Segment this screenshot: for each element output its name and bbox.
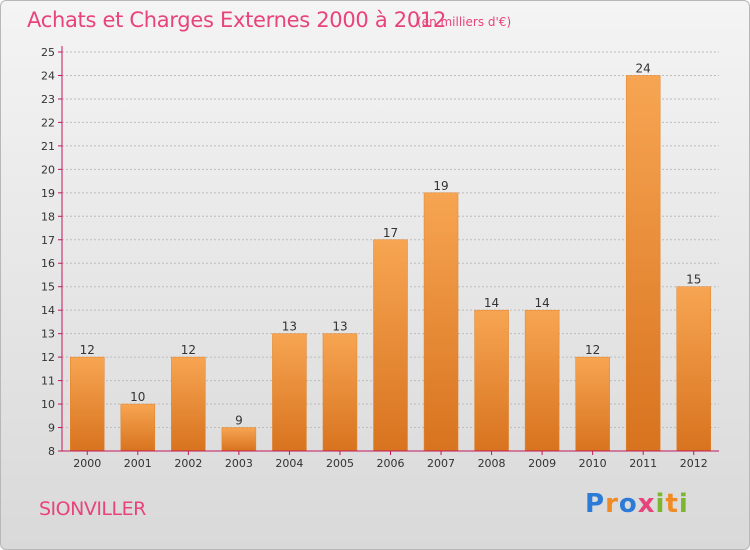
bar-value-label: 9 [235,414,243,428]
y-tick-label: 22 [41,116,55,129]
bar-2001 [120,403,156,452]
bar-2006 [373,239,408,452]
x-tick-label: 2012 [680,457,708,470]
chart-title: Achats et Charges Externes 2000 à 2012 [27,8,447,32]
x-tick-label: 2004 [275,457,303,470]
y-tick-label: 13 [41,328,55,341]
y-tick-label: 11 [41,375,55,388]
bar-2002 [171,356,206,452]
y-tick-label: 16 [41,257,55,270]
bar-value-label: 19 [433,179,448,193]
x-tick-label: 2007 [427,457,455,470]
bar-value-label: 12 [585,343,600,357]
y-tick-label: 10 [41,398,55,411]
y-tick-label: 20 [41,163,55,176]
logo-letter: x [637,489,656,519]
x-tick-label: 2002 [174,457,202,470]
y-tick-label: 23 [41,93,55,106]
x-tick-label: 2009 [528,457,556,470]
y-tick-label: 24 [41,69,55,82]
bar-2012 [676,286,711,452]
x-tick-label: 2005 [326,457,354,470]
x-tick-label: 2010 [579,457,607,470]
bar-value-label: 14 [534,296,549,310]
bar-2008 [474,309,509,452]
bar-2004 [272,333,307,452]
proxiti-logo[interactable]: Proxiti [585,489,689,519]
logo-letter: P [585,489,606,519]
bar-value-label: 13 [332,320,347,334]
y-tick-label: 25 [41,46,55,59]
y-tick-label: 9 [48,422,55,435]
x-tick-label: 2011 [629,457,657,470]
bar-2003 [221,427,257,452]
x-tick-label: 2008 [478,457,506,470]
x-tick-label: 2003 [225,457,253,470]
bar-value-label: 14 [484,296,499,310]
bar-2005 [322,333,358,452]
y-tick-label: 12 [41,351,55,364]
logo-letter: o [618,489,638,519]
y-tick-label: 14 [41,304,55,317]
logo-letter: r [605,489,619,519]
logo-letter: t [665,489,679,519]
y-tick-label: 18 [41,210,55,223]
y-tick-label: 17 [41,234,55,247]
chart-subtitle: (en milliers d'€) [417,15,512,29]
x-tick-label: 2000 [73,457,101,470]
bar-value-label: 24 [636,61,651,75]
logo-letter: i [655,489,666,519]
bar-value-label: 13 [282,320,297,334]
y-tick-label: 19 [41,187,55,200]
bar-value-label: 17 [383,226,398,240]
bar-2009 [524,309,560,452]
bar-value-label: 12 [80,343,95,357]
x-tick-label: 2006 [377,457,405,470]
logo-letter: i [678,489,689,519]
place-name: SIONVILLER [39,498,146,520]
bar-2000 [70,356,105,452]
bars: 12 10 12 9 13 13 17 19 14 14 12 24 15 [70,61,711,452]
bar-value-label: 10 [130,390,145,404]
y-tick-label: 8 [48,445,55,458]
axes: 8 9 10 11 12 13 14 15 16 17 18 19 20 21 22 23 24 25 2000 20… [41,46,719,470]
bar-2007 [423,192,459,452]
bar-2011 [625,75,661,452]
bar-value-label: 15 [686,273,701,287]
bar-value-label: 12 [181,343,196,357]
x-tick-label: 2001 [124,457,152,470]
bar-2010 [575,356,610,452]
y-tick-label: 21 [41,140,55,153]
y-tick-label: 15 [41,281,55,294]
